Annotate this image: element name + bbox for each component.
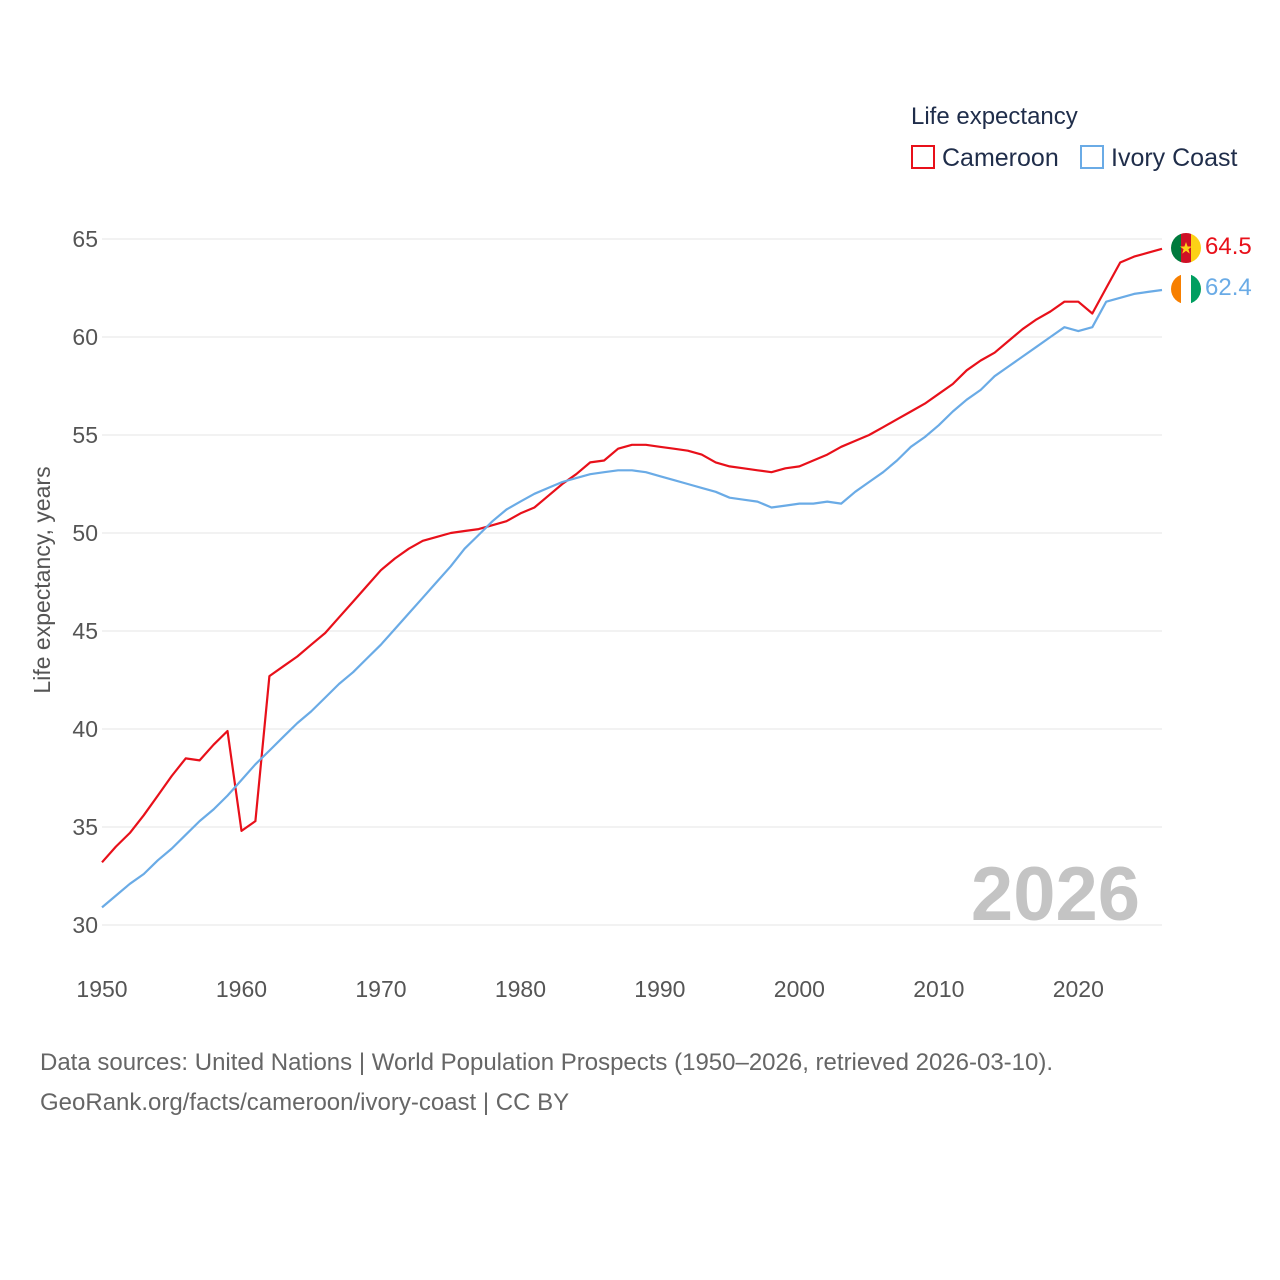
legend-label-cameroon: Cameroon [942,144,1059,172]
y-tick-label: 65 [72,226,98,252]
cameroon-flag-icon [1171,233,1201,263]
y-tick-label: 50 [72,520,98,546]
legend-swatch-ivory-coast [1080,145,1104,169]
y-tick-label: 45 [72,618,98,644]
series-line-cameroon[interactable] [101,247,1163,864]
x-tick-label: 1970 [355,976,406,1002]
x-tick-label: 1950 [76,976,127,1002]
ivory-coast-flag-icon [1171,274,1201,304]
legend: Life expectancy Cameroon Ivory Coast [911,103,1237,172]
ivory-coast-end-value: 62.4 [1205,274,1252,301]
y-tick-label: 40 [72,716,98,742]
source-line-1: Data sources: United Nations | World Pop… [40,1049,1054,1076]
y-axis-title: Life expectancy, years [29,466,55,693]
gridlines [102,238,1162,926]
x-tick-label: 1960 [216,976,267,1002]
x-tick-label: 2010 [913,976,964,1002]
y-tick-label: 30 [72,912,98,938]
y-tick-label: 60 [72,324,98,350]
cameroon-end-value: 64.5 [1205,233,1252,260]
series-line-ivory-coast[interactable] [101,288,1163,909]
y-tick-label: 55 [72,422,98,448]
legend-swatch-cameroon [911,145,935,169]
legend-title: Life expectancy [911,103,1078,130]
legend-item-ivory-coast[interactable]: Ivory Coast [1080,144,1237,172]
year-watermark: 2026 [971,852,1140,937]
y-tick-label: 35 [72,814,98,840]
x-axis-ticks: 1950 1960 1970 1980 1990 2000 2010 2020 [76,976,1103,1002]
x-tick-label: 1990 [634,976,685,1002]
legend-item-cameroon[interactable]: Cameroon [911,144,1059,172]
series-lines [101,247,1163,909]
y-axis-ticks: 30 35 40 45 50 55 60 65 [72,226,98,938]
source-note: Data sources: United Nations | World Pop… [40,1043,1053,1123]
life-expectancy-chart: 30 35 40 45 50 55 60 65 1950 1960 1970 1980 1990 200… [29,103,1252,1002]
x-tick-label: 2000 [774,976,825,1002]
source-line-2: GeoRank.org/facts/cameroon/ivory-coast |… [40,1089,570,1116]
x-tick-label: 2020 [1053,976,1104,1002]
legend-label-ivory-coast: Ivory Coast [1111,144,1237,172]
x-tick-label: 1980 [495,976,546,1002]
